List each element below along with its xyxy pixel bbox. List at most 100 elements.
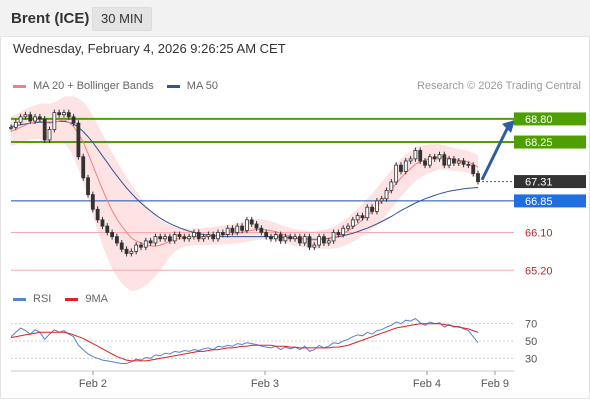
candle-body <box>18 116 23 123</box>
candle-body <box>167 236 172 242</box>
candle-body <box>471 164 476 174</box>
candle-body <box>47 129 52 141</box>
candle-body <box>115 236 119 244</box>
candle-body <box>288 236 293 240</box>
level-label-bg-pivot <box>514 194 586 208</box>
candle-body <box>28 114 33 122</box>
candle-body <box>235 225 240 233</box>
candle-body <box>119 242 124 250</box>
candle-body <box>124 248 129 254</box>
candle-body <box>139 244 143 248</box>
candle-body <box>129 250 134 254</box>
level-label-resistance: 68.80 <box>525 114 553 126</box>
candle-body <box>461 160 466 165</box>
candle-body <box>273 234 278 240</box>
candle-body <box>95 208 100 221</box>
candle-body <box>403 160 408 172</box>
candle-body <box>399 164 403 172</box>
level-label-bg-resistance <box>514 135 586 149</box>
candle-body <box>331 232 336 242</box>
candle-body <box>317 236 322 246</box>
forecast-arrow-head <box>502 119 515 133</box>
candle-body <box>57 112 62 116</box>
legend-ma20-label: MA 20 + Bollinger Bands <box>33 80 154 92</box>
candle-body <box>196 232 201 240</box>
candle-body <box>172 234 177 242</box>
candle-body <box>240 225 244 231</box>
legend-rsi-label: RSI <box>33 293 52 305</box>
candle-body <box>322 236 326 244</box>
candle-body <box>13 121 18 128</box>
candle-body <box>302 236 307 244</box>
candle-body <box>307 236 312 248</box>
candle-body <box>326 240 331 244</box>
level-label-resistance: 68.25 <box>525 137 553 149</box>
candle-body <box>81 156 86 179</box>
candle-body <box>158 236 163 240</box>
candle-body <box>148 240 153 244</box>
candle-body <box>437 154 442 160</box>
candle-body <box>177 234 182 238</box>
candle-body <box>100 219 105 227</box>
level-label-support: 65.20 <box>525 265 553 277</box>
candle-body <box>312 244 317 248</box>
timeframe-button[interactable]: 30 MIN <box>92 7 152 31</box>
candle-body <box>278 234 283 242</box>
candle-body <box>37 116 42 120</box>
candle-body <box>350 219 355 227</box>
candle-body <box>379 198 384 202</box>
candle-body <box>452 158 456 164</box>
bollinger-band <box>11 96 478 291</box>
candle-body <box>413 150 418 160</box>
candle-body <box>427 156 432 166</box>
candle-body <box>418 150 423 162</box>
candle-body <box>134 244 139 252</box>
rsi-swatch <box>13 297 26 301</box>
candle-body <box>42 118 47 141</box>
rsi-tick-label: 70 <box>525 319 537 331</box>
candle-body <box>466 163 471 166</box>
rsi-legend: RSI 9MA <box>13 293 108 305</box>
candle-body <box>365 206 370 219</box>
candle-body <box>206 234 211 238</box>
rsi-tick-label: 30 <box>525 353 537 365</box>
x-tick-label: Feb 9 <box>481 378 509 390</box>
candle-body <box>293 236 297 240</box>
candle-body <box>143 240 148 248</box>
ma20-swatch <box>13 84 26 88</box>
candle-body <box>432 156 437 160</box>
candle-body <box>374 200 379 212</box>
candle-body <box>297 236 302 244</box>
rsi-ma-swatch <box>65 297 79 301</box>
candle-body <box>66 112 71 118</box>
header-bar: Brent (ICE) 30 MIN <box>0 0 590 37</box>
candle-body <box>254 223 259 229</box>
candle-body <box>153 236 158 244</box>
candle-body <box>220 232 225 235</box>
price-legend: MA 20 + Bollinger Bands MA 50 <box>13 80 218 92</box>
candle-body <box>341 227 346 235</box>
x-tick-label: Feb 2 <box>79 378 107 390</box>
candle-body <box>71 116 76 124</box>
candle-body <box>442 154 447 166</box>
ma50-swatch <box>166 84 180 88</box>
candle-body <box>225 227 230 235</box>
candle-body <box>476 173 480 182</box>
candle-body <box>336 232 341 235</box>
candle-body <box>76 122 81 158</box>
rsi-tick-label: 50 <box>525 336 537 348</box>
candle-body <box>423 160 427 166</box>
candle-body <box>370 206 374 212</box>
x-tick-label: Feb 3 <box>251 378 279 390</box>
candle-body <box>182 236 187 240</box>
candle-body <box>90 194 95 210</box>
candle-body <box>105 225 110 233</box>
level-label-bg-last <box>514 175 586 189</box>
legend-ma50-label: MA 50 <box>186 80 218 92</box>
level-label-support: 66.10 <box>525 227 553 239</box>
candle-body <box>187 236 192 240</box>
ma50-line <box>10 120 479 240</box>
candle-body <box>201 236 206 240</box>
candle-body <box>163 236 167 240</box>
